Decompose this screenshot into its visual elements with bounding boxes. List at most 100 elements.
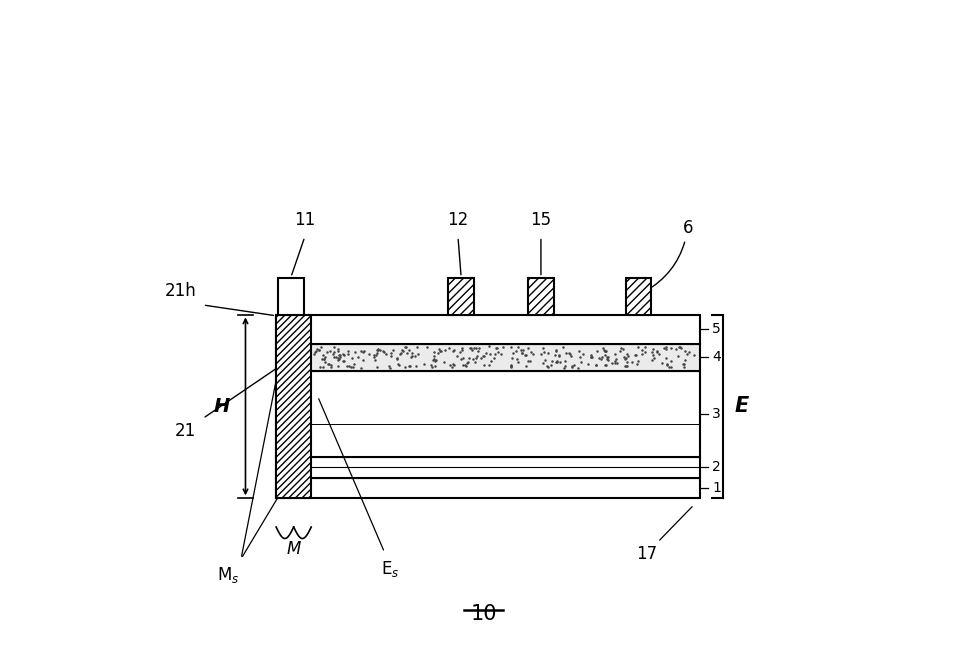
Point (606, 355, 622, 366)
Point (447, 360, 462, 370)
Point (600, 353, 615, 364)
Point (514, 348, 530, 358)
Point (355, 346, 370, 357)
Text: H: H (213, 397, 229, 416)
Point (504, 362, 519, 372)
Point (317, 352, 333, 363)
Point (634, 348, 650, 359)
Point (513, 345, 529, 355)
Point (548, 345, 564, 355)
Point (369, 348, 385, 359)
Point (551, 350, 567, 361)
Point (672, 342, 688, 352)
Point (506, 348, 521, 358)
Point (326, 351, 341, 362)
Point (392, 360, 407, 370)
Point (567, 359, 582, 370)
Point (609, 358, 625, 368)
Point (571, 346, 587, 356)
Point (278, 361, 293, 371)
Point (557, 355, 572, 366)
Point (280, 363, 296, 373)
Point (430, 348, 446, 359)
Point (319, 347, 335, 357)
Bar (278, 278, 304, 314)
Point (477, 360, 492, 370)
Point (307, 347, 322, 357)
Point (680, 349, 695, 359)
Point (564, 362, 579, 372)
Point (287, 356, 303, 366)
Point (346, 359, 362, 370)
Point (595, 343, 610, 353)
Point (290, 353, 306, 363)
Text: M: M (286, 541, 301, 559)
Point (391, 359, 406, 370)
Point (461, 353, 477, 363)
Point (508, 346, 523, 357)
Text: E: E (735, 396, 749, 417)
Point (589, 360, 604, 370)
Point (323, 362, 338, 372)
Point (332, 354, 347, 364)
Point (580, 359, 596, 369)
Point (323, 359, 338, 370)
Point (539, 361, 554, 372)
Point (637, 347, 653, 357)
Point (392, 348, 407, 359)
Point (674, 343, 689, 353)
Point (300, 344, 315, 355)
Point (563, 349, 578, 359)
Point (583, 349, 599, 360)
Bar (277, 344, 700, 371)
Point (295, 343, 310, 353)
Point (595, 351, 610, 362)
Point (599, 346, 614, 357)
Point (628, 349, 643, 360)
Point (427, 361, 443, 371)
Point (321, 359, 337, 369)
Bar (277, 314, 311, 498)
Point (619, 357, 634, 367)
Point (446, 345, 461, 355)
Point (456, 360, 472, 370)
Point (353, 346, 368, 356)
Point (600, 352, 615, 363)
Point (473, 353, 488, 363)
Point (608, 354, 624, 364)
Point (320, 359, 336, 369)
Point (663, 342, 679, 353)
Bar (528, 278, 554, 314)
Point (282, 355, 298, 365)
Point (662, 356, 678, 366)
Point (573, 357, 589, 367)
Bar (277, 371, 700, 457)
Point (426, 351, 442, 361)
Point (454, 353, 469, 364)
Point (597, 344, 612, 355)
Point (590, 346, 605, 356)
Point (455, 353, 471, 363)
Point (618, 361, 633, 372)
Point (598, 346, 613, 357)
Text: 3: 3 (712, 407, 720, 421)
Point (520, 343, 536, 353)
Point (420, 342, 435, 353)
Point (676, 359, 691, 370)
Point (347, 346, 363, 357)
Point (634, 344, 650, 355)
Point (541, 348, 556, 358)
Point (469, 350, 484, 361)
Point (584, 352, 600, 363)
Point (453, 347, 468, 357)
Text: E$_s$: E$_s$ (381, 559, 400, 579)
Point (367, 355, 383, 365)
Point (355, 355, 370, 365)
Point (460, 357, 476, 367)
Text: 11: 11 (294, 211, 315, 229)
Point (309, 344, 325, 354)
Point (368, 345, 384, 355)
Point (433, 346, 449, 357)
Point (401, 345, 417, 355)
Point (646, 353, 661, 363)
